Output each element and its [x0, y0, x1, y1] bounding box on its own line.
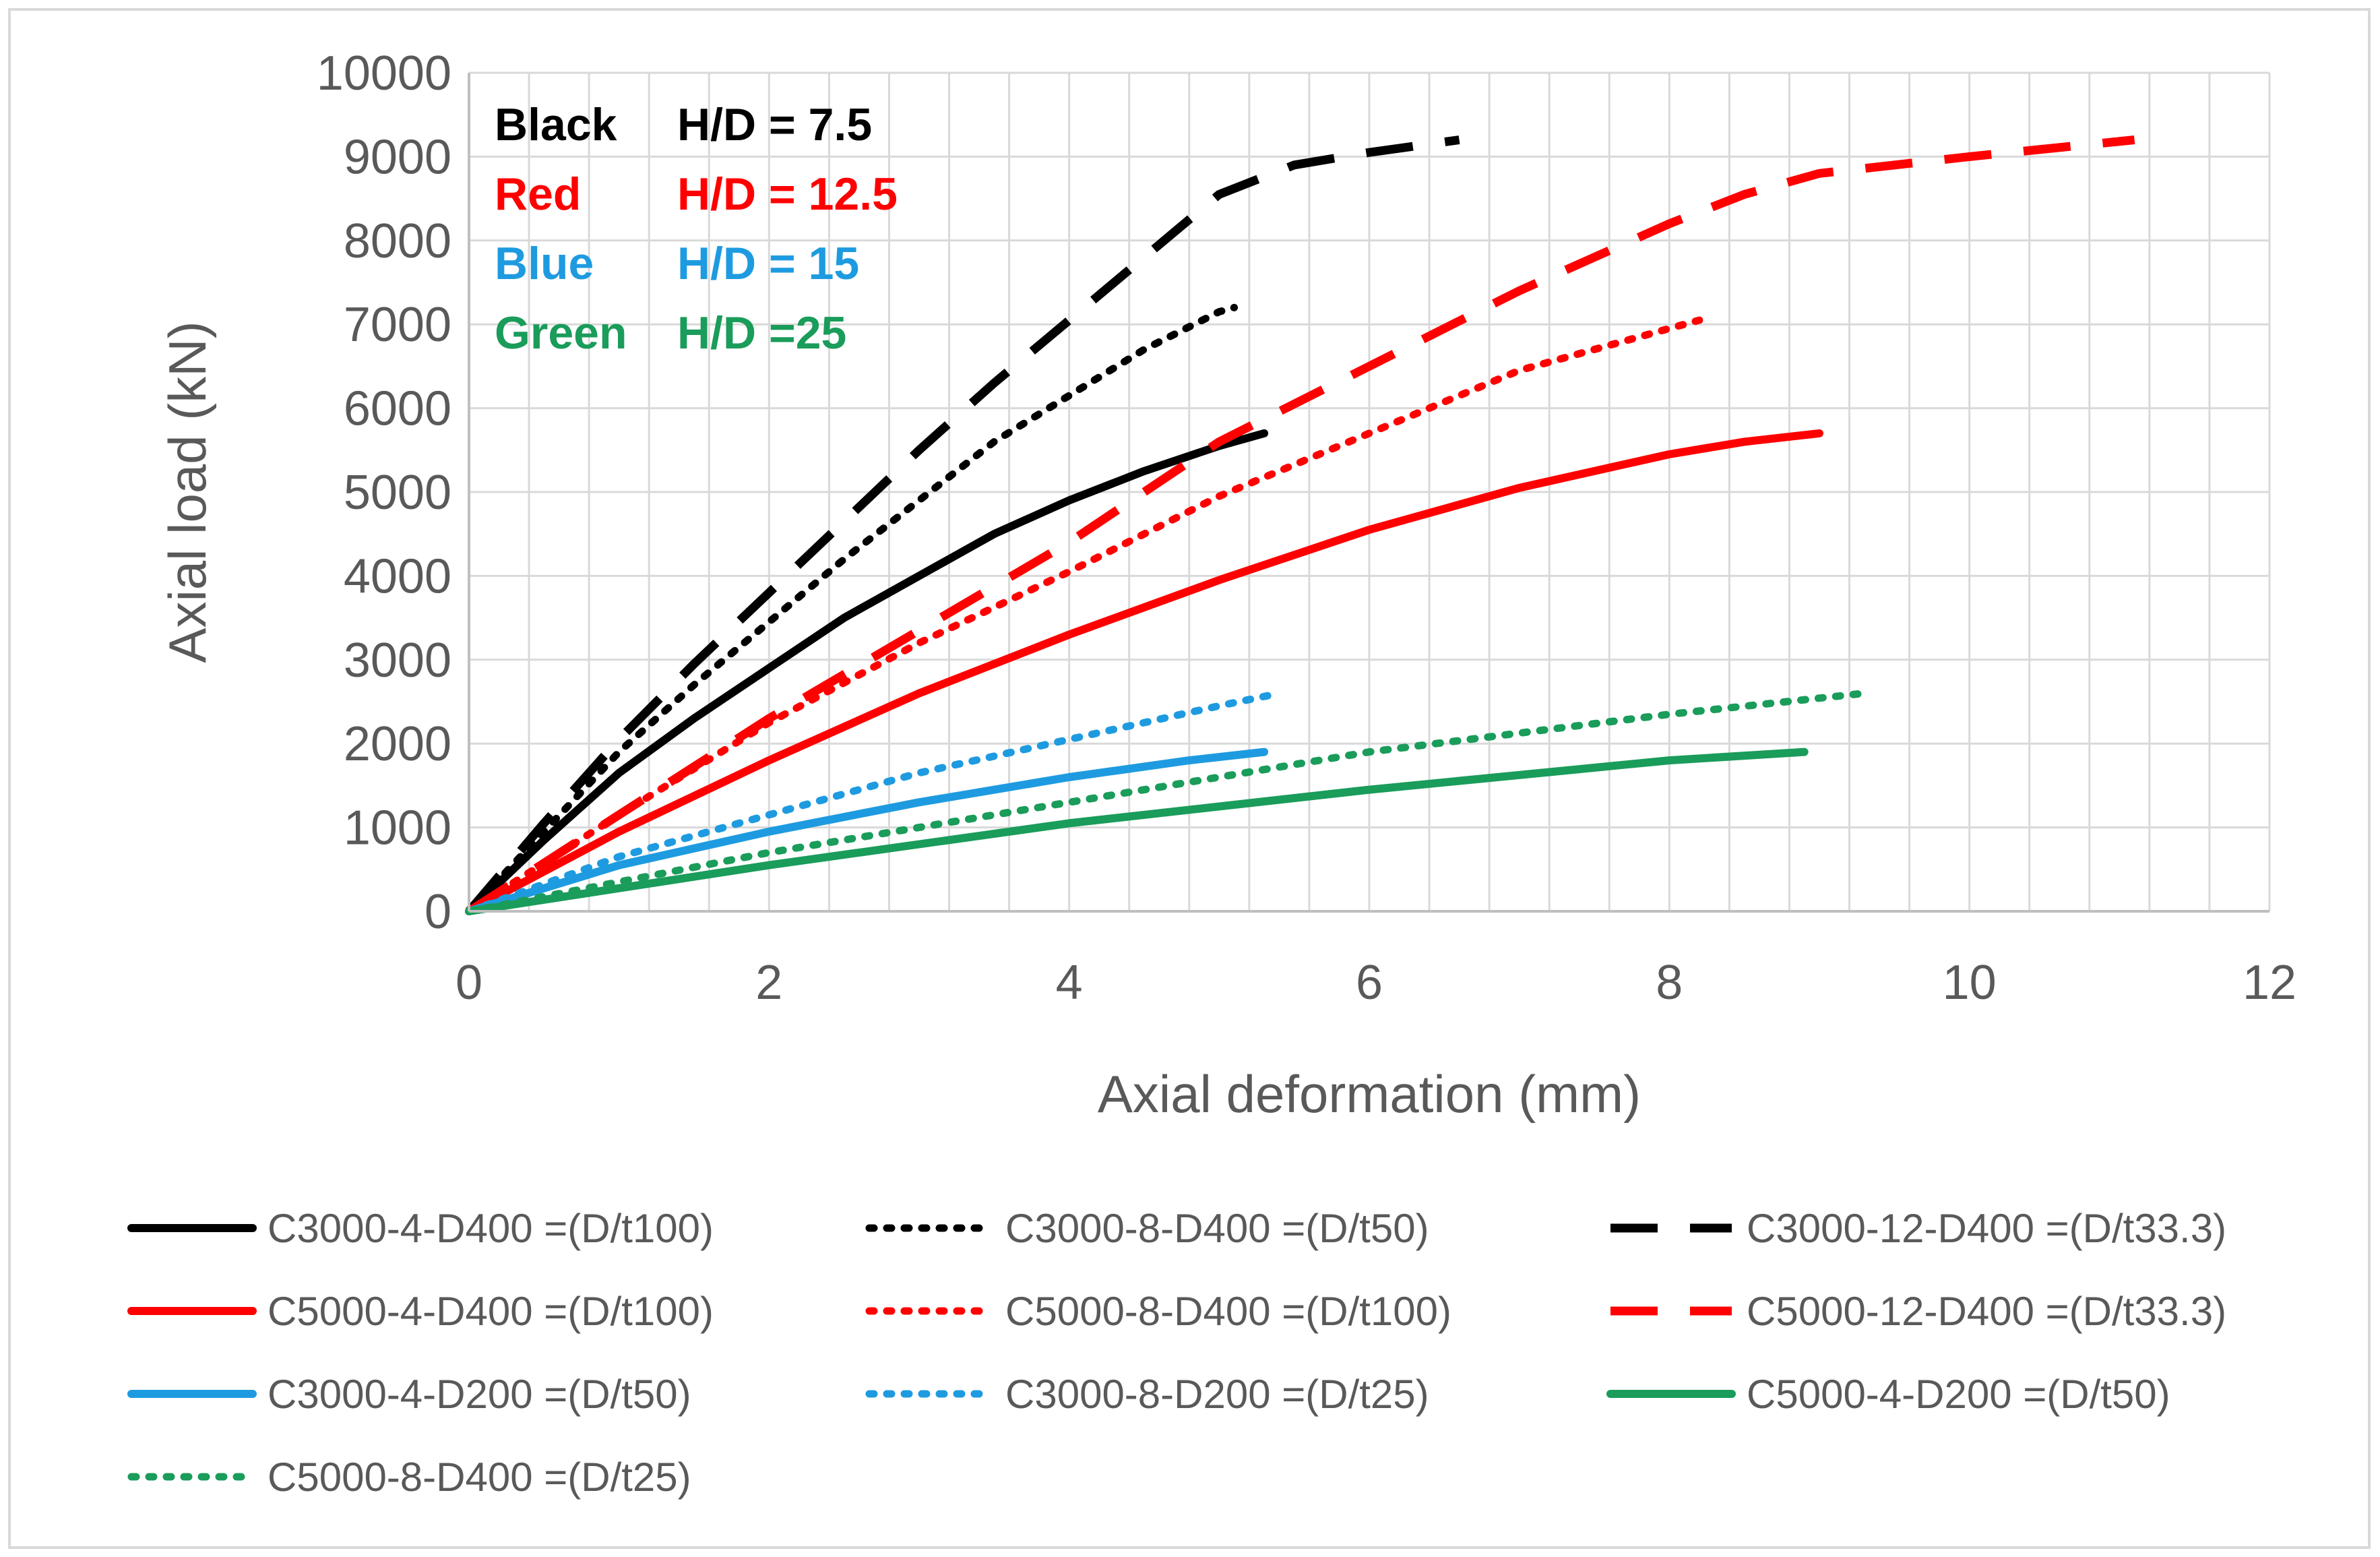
y-tick-label: 8000 — [344, 214, 451, 268]
legend-label: C3000-8-D400 =(D/t50) — [1005, 1206, 1429, 1251]
color-annotations: Black H/D = 7.5 Red H/D = 12.5 Blue H/D = 15 G… — [495, 99, 898, 359]
series-line-7 — [465, 747, 1269, 915]
x-tick-label: 2 — [755, 956, 782, 1010]
x-tick-label: 8 — [1656, 956, 1683, 1010]
y-tick-label: 7000 — [344, 298, 451, 352]
y-tick-label: 5000 — [344, 466, 451, 520]
y-tick-label: 2000 — [344, 717, 451, 771]
series-line-9 — [465, 747, 1809, 915]
x-tick-label: 0 — [456, 956, 482, 1010]
annotation-ratio: H/D = 7.5 — [677, 99, 872, 150]
x-axis-title: Axial deformation (mm) — [1098, 1064, 1641, 1124]
annotation-ratio: H/D = 15 — [677, 238, 859, 289]
y-tick-label: 9000 — [344, 130, 451, 184]
annotation-ratio: H/D =25 — [677, 307, 846, 359]
series-line-10 — [465, 690, 1869, 915]
x-tick-label: 10 — [1943, 956, 1997, 1010]
x-tick-label: 4 — [1056, 956, 1083, 1010]
series-line-2 — [465, 303, 1239, 915]
legend-label: C3000-4-D200 =(D/t50) — [268, 1372, 691, 1417]
y-tick-label: 4000 — [344, 549, 451, 603]
annotation-color-name: Red — [495, 169, 581, 220]
legend-label: C5000-4-D400 =(D/t100) — [268, 1289, 714, 1334]
legend-label: C3000-8-D200 =(D/t25) — [1005, 1372, 1429, 1417]
y-axis-title: Axial load (kN) — [158, 321, 217, 663]
legend-label: C5000-8-D400 =(D/t100) — [1005, 1289, 1451, 1334]
legend: C3000-4-D400 =(D/t100) C3000-8-D400 =(D/t… — [127, 1206, 2226, 1500]
series-line-4 — [465, 429, 1823, 915]
legend-label: C5000-4-D200 =(D/t50) — [1747, 1372, 2170, 1417]
annotation-color-name: Green — [495, 307, 627, 359]
series-line-3 — [466, 135, 1460, 915]
y-tick-label: 0 — [425, 885, 451, 939]
axes: 0100020003000400050006000700080009000100… — [317, 47, 2296, 1010]
series-line-6 — [466, 135, 2135, 915]
legend-label: C3000-4-D400 =(D/t100) — [268, 1206, 714, 1251]
legend-label: C3000-12-D400 =(D/t33.3) — [1747, 1206, 2226, 1251]
y-tick-label: 6000 — [344, 382, 451, 436]
series-lines — [465, 135, 2135, 915]
legend-label: C5000-12-D400 =(D/t33.3) — [1747, 1289, 2226, 1334]
x-tick-label: 12 — [2243, 956, 2296, 1010]
legend-label: C5000-8-D400 =(D/t25) — [268, 1455, 691, 1500]
x-tick-label: 6 — [1356, 956, 1383, 1010]
annotation-ratio: H/D = 12.5 — [677, 169, 898, 220]
y-tick-label: 10000 — [317, 47, 451, 100]
y-tick-label: 3000 — [344, 634, 451, 688]
annotation-color-name: Black — [495, 99, 617, 150]
y-tick-label: 1000 — [344, 801, 451, 855]
annotation-color-name: Blue — [495, 238, 594, 289]
series-line-8 — [465, 690, 1283, 915]
series-line-1 — [465, 429, 1269, 915]
